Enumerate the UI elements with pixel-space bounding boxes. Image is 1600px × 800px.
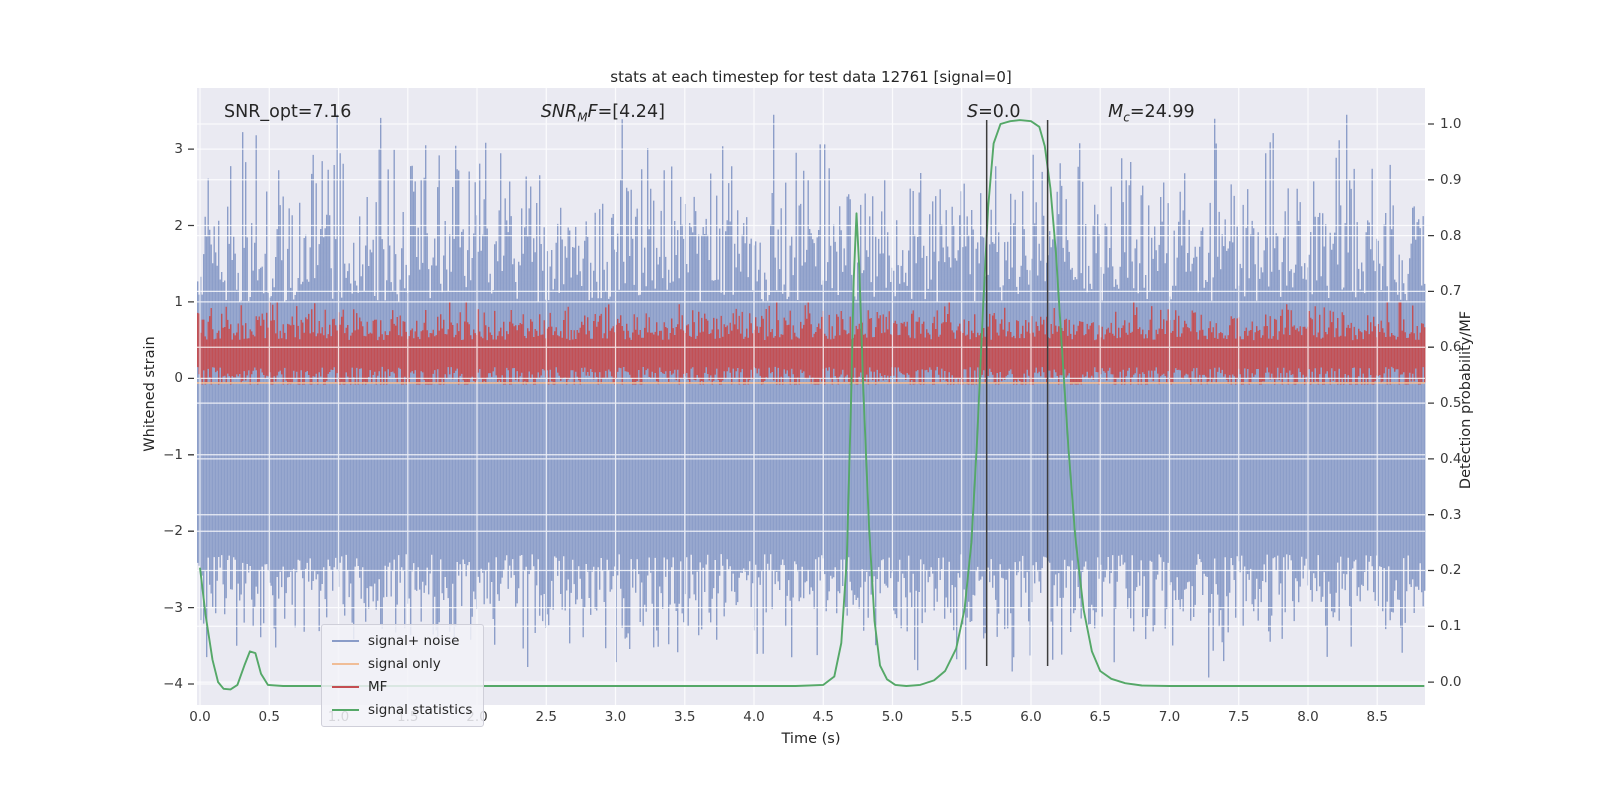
- y-left-tick-label: −3: [163, 599, 183, 616]
- annotation: SNRMF=[4.24]: [540, 102, 665, 125]
- x-tick-label: 4.0: [743, 709, 765, 725]
- y-right-tick-label: 0.4: [1440, 450, 1462, 467]
- legend-label: signal+ noise: [368, 633, 460, 649]
- x-tick-label: 7.0: [1158, 709, 1181, 725]
- y-left-tick-label: 1: [174, 293, 183, 310]
- annotation: SNR_opt=7.16: [224, 102, 352, 122]
- legend-entry: signal only: [332, 655, 472, 673]
- y-right-tick-label: 0.2: [1440, 562, 1462, 579]
- legend-label: MF: [368, 679, 388, 695]
- legend-entry: signal+ noise: [332, 632, 472, 650]
- y-left-tick-label: 3: [174, 141, 183, 158]
- x-tick-label: 5.5: [950, 709, 973, 725]
- legend-line-swatch: [332, 663, 359, 665]
- legend-line-swatch: [332, 686, 359, 688]
- y-right-tick-label: 0.1: [1440, 618, 1462, 635]
- y-right-tick-label: 0.7: [1440, 283, 1462, 300]
- y-right-tick-label: 0.0: [1440, 674, 1462, 691]
- x-tick-label: 7.5: [1227, 709, 1250, 725]
- series-MF: [197, 301, 1426, 385]
- series-signal-statistics: [199, 119, 1425, 691]
- tick-marks: [188, 123, 1434, 685]
- y-right-tick-label: 0.5: [1440, 395, 1462, 412]
- x-tick-label: 0.5: [258, 709, 281, 725]
- legend: signal+ noise signal only MF signal statist…: [321, 624, 485, 727]
- y-left-tick-label: −2: [163, 523, 183, 540]
- y-right-tick-label: 0.3: [1440, 506, 1462, 523]
- y-left-tick-label: 2: [174, 217, 183, 234]
- legend-line-swatch: [332, 640, 359, 642]
- y-right-tick-label: 0.9: [1440, 171, 1462, 188]
- legend-label: signal statistics: [368, 702, 473, 718]
- x-tick-label: 4.5: [812, 709, 834, 725]
- gridlines: [197, 88, 1425, 705]
- annotation: Mc=24.99: [1108, 102, 1195, 125]
- chart-title: stats at each timestep for test data 127…: [610, 68, 1012, 86]
- y-right-tick-label: 1.0: [1440, 115, 1462, 132]
- x-tick-label: 0.0: [189, 709, 211, 725]
- legend-line-swatch: [332, 709, 359, 711]
- y-right-tick-label: 0.6: [1440, 339, 1462, 356]
- annotation: S=0.0: [966, 102, 1021, 122]
- x-tick-label: 8.5: [1366, 709, 1388, 725]
- y-left-tick-label: 0: [174, 370, 183, 387]
- x-axis-label: Time (s): [781, 731, 841, 747]
- x-tick-label: 3.5: [674, 709, 696, 725]
- legend-label: signal only: [368, 656, 441, 672]
- y-axis-label-left: Whitened strain: [142, 336, 158, 452]
- legend-entry: signal statistics: [332, 701, 472, 719]
- y-right-tick-label: 0.8: [1440, 227, 1462, 244]
- y-left-tick-label: −1: [163, 446, 183, 463]
- x-tick-label: 8.0: [1297, 709, 1319, 725]
- y-left-tick-label: −4: [163, 675, 183, 692]
- x-tick-label: 6.0: [1020, 709, 1042, 725]
- x-tick-label: 2.5: [535, 709, 558, 725]
- x-tick-label: 5.0: [881, 709, 904, 725]
- legend-entry: MF: [332, 678, 472, 696]
- x-tick-label: 6.5: [1089, 709, 1111, 725]
- x-tick-label: 3.0: [604, 709, 627, 725]
